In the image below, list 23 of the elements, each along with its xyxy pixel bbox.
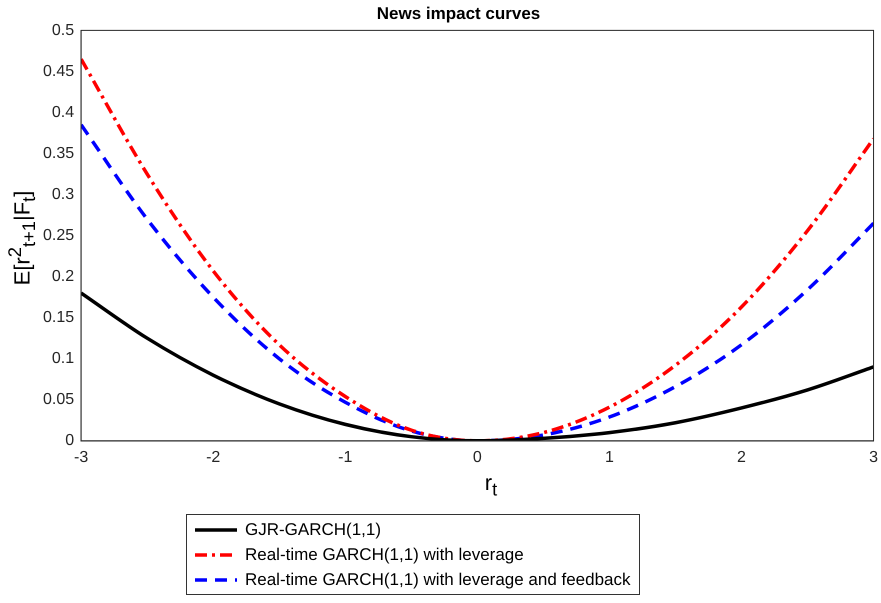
legend-label: GJR-GARCH(1,1) — [245, 519, 382, 541]
x-tick-label: -1 — [338, 448, 352, 466]
y-tick-label: 0.5 — [52, 22, 74, 39]
y-tick-label: 0.35 — [43, 144, 74, 162]
y-tick-label: 0 — [65, 432, 74, 450]
x-tick-label: 3 — [869, 448, 878, 466]
x-tick-label: 0 — [472, 448, 482, 466]
x-tick-label: 1 — [604, 448, 614, 466]
legend-label: Real-time GARCH(1,1) with leverage — [245, 544, 524, 566]
y-tick-label: 0.4 — [52, 104, 74, 121]
y-tick-label: 0.15 — [43, 309, 74, 326]
x-tick-label: -2 — [206, 448, 220, 466]
y-tick-label: 0.3 — [52, 186, 74, 203]
y-tick-label: 0.1 — [52, 350, 74, 368]
x-axis-title: r$_{t}$ — [484, 470, 498, 500]
x-tick-label: -3 — [74, 448, 88, 466]
x-tick-label: 2 — [737, 448, 746, 466]
y-tick-label: 0.2 — [52, 268, 74, 286]
legend-label: Real-time GARCH(1,1) with leverage and feedback — [245, 569, 631, 591]
y-tick-label: 0.25 — [43, 227, 74, 244]
chart-title: News impact curves — [376, 4, 540, 23]
y-tick-label: 0.05 — [43, 391, 74, 408]
y-tick-label: 0.45 — [43, 62, 74, 80]
